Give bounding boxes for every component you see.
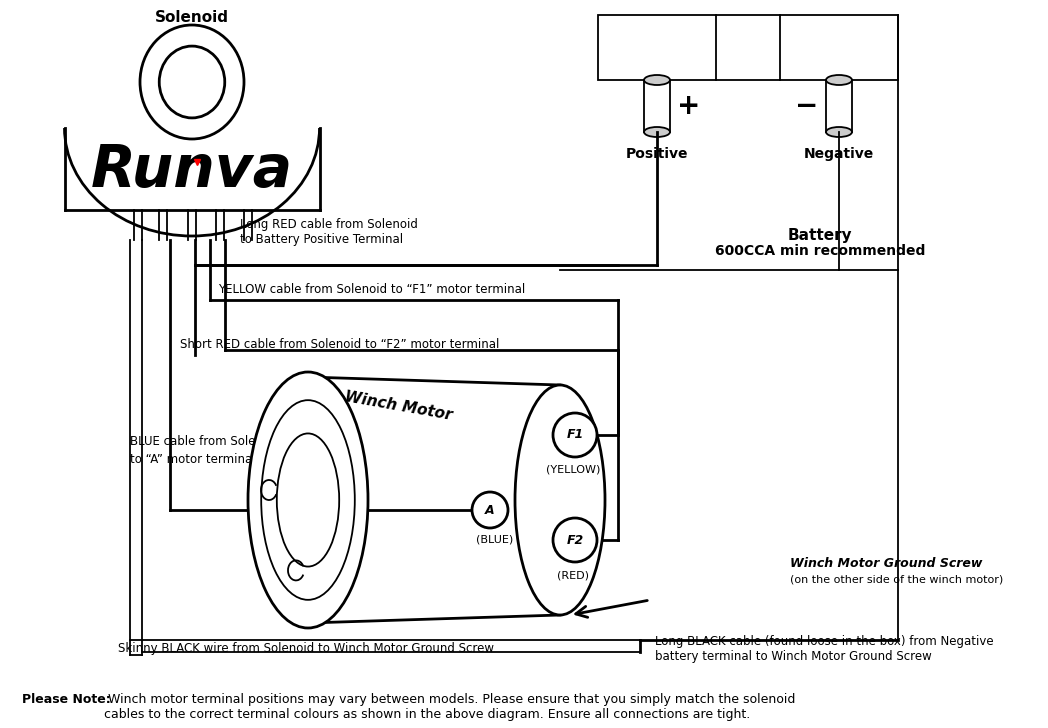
Text: +: + [677,92,701,120]
Ellipse shape [826,75,852,85]
Ellipse shape [826,127,852,137]
Text: Winch motor terminal positions may vary between models. Please ensure that you s: Winch motor terminal positions may vary … [104,693,795,721]
Bar [780,15,898,80]
Text: 600CCA min recommended: 600CCA min recommended [715,244,925,258]
Bar [598,15,716,80]
Text: (BLUE): (BLUE) [477,534,514,544]
Ellipse shape [645,127,670,137]
Bar [826,80,852,132]
Circle shape [472,492,508,528]
Circle shape [553,518,597,562]
Text: Positive: Positive [626,147,689,161]
Circle shape [553,413,597,457]
Text: (YELLOW): (YELLOW) [546,465,601,475]
Text: F2: F2 [566,534,584,547]
Text: A: A [485,504,495,516]
Text: Winch Motor Ground Screw: Winch Motor Ground Screw [790,557,982,570]
Ellipse shape [645,75,670,85]
Text: (on the other side of the winch motor): (on the other side of the winch motor) [790,574,1003,584]
Text: −: − [795,92,818,120]
Ellipse shape [515,385,605,615]
Text: (RED): (RED) [556,570,589,580]
Text: BLUE cable from Solenoid
to “A” motor terminal: BLUE cable from Solenoid to “A” motor te… [130,435,281,466]
Text: F1: F1 [566,429,584,441]
Text: Short RED cable from Solenoid to “F2” motor terminal: Short RED cable from Solenoid to “F2” mo… [180,338,500,351]
Text: Runva: Runva [91,141,293,199]
Text: Please Note:: Please Note: [22,693,111,706]
Text: YELLOW cable from Solenoid to “F1” motor terminal: YELLOW cable from Solenoid to “F1” motor… [218,283,525,296]
Text: Negative: Negative [804,147,874,161]
Text: Battery: Battery [788,228,852,243]
Text: Skinny BLACK wire from Solenoid to Winch Motor Ground Screw: Skinny BLACK wire from Solenoid to Winch… [118,642,494,655]
Text: Long BLACK cable (found loose in the box) from Negative
battery terminal to Winc: Long BLACK cable (found loose in the box… [655,635,994,663]
Bar [645,80,670,132]
Ellipse shape [248,372,368,628]
Text: Long RED cable from Solenoid
to Battery Positive Terminal: Long RED cable from Solenoid to Battery … [240,218,418,246]
Text: Solenoid: Solenoid [155,10,230,25]
Text: Winch Motor: Winch Motor [343,389,453,423]
